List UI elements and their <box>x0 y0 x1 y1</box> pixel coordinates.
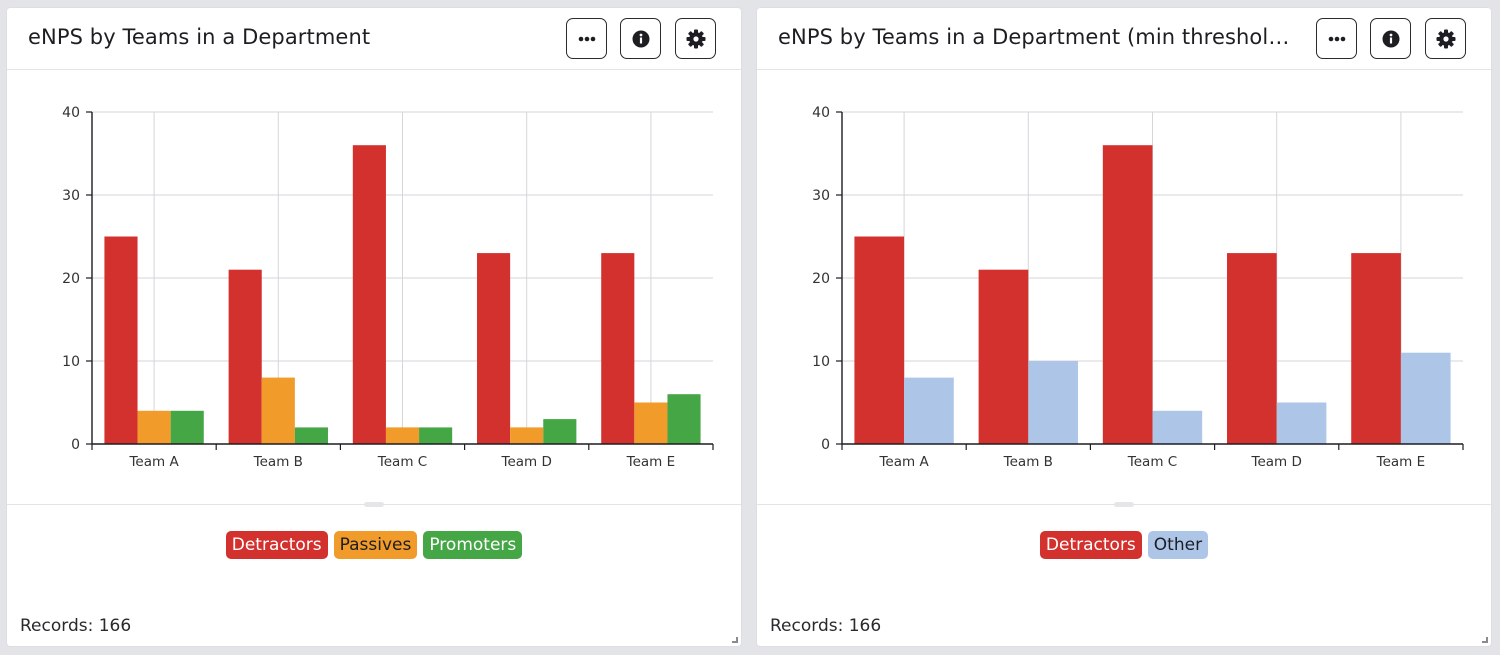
more-options-button[interactable] <box>1316 18 1357 59</box>
info-icon <box>1382 30 1400 48</box>
resize-handle[interactable] <box>364 502 384 507</box>
y-tick-label: 0 <box>821 437 830 453</box>
y-tick-label: 10 <box>62 354 80 370</box>
bar-detractors-team-c <box>352 145 386 444</box>
bar-other-team-b <box>1028 361 1078 444</box>
bar-detractors-team-d <box>1227 253 1277 444</box>
bar-passives-team-b <box>261 377 295 444</box>
legend-item-other[interactable]: Other <box>1147 531 1209 559</box>
chart-area: 0 10 20 30 40 Team A Team B Team C Team D Team E <box>757 70 1491 504</box>
x-tick-label: Team C <box>1127 454 1177 470</box>
y-tick-label: 30 <box>812 188 830 204</box>
legend-item-detractors[interactable]: Detractors <box>1039 531 1142 559</box>
bar-promoters-team-a <box>170 410 204 444</box>
bar-other-team-d <box>1276 402 1327 444</box>
bar-promoters-team-c <box>419 427 453 444</box>
x-tick-label: Team C <box>377 454 427 470</box>
bar-detractors-team-b <box>228 269 262 444</box>
x-tick-label: Team E <box>626 454 676 470</box>
x-tick-label: Team A <box>128 454 179 470</box>
chart-panel-right: eNPS by Teams in a Department (min thres… <box>757 8 1491 646</box>
more-icon <box>1328 36 1346 42</box>
bar-other-team-a <box>904 377 954 444</box>
info-button[interactable] <box>620 18 661 59</box>
y-tick-label: 40 <box>812 105 830 121</box>
bar-promoters-team-d <box>543 419 577 444</box>
y-tick-label: 20 <box>812 271 830 287</box>
bar-passives-team-d <box>510 427 544 444</box>
info-button[interactable] <box>1370 18 1411 59</box>
bar-chart-svg: 0 10 20 30 40 Team A Team B Team C Team D Team E <box>812 105 1464 470</box>
settings-button[interactable] <box>1425 18 1466 59</box>
x-tick-label: Team D <box>501 454 552 470</box>
records-count: Records: 166 <box>20 616 132 636</box>
info-icon <box>632 30 650 48</box>
bar-promoters-team-e <box>667 394 701 444</box>
x-tick-label: Team B <box>253 454 303 470</box>
chart-legend: Detractors Other <box>757 531 1491 559</box>
panel-header: eNPS by Teams in a Department (min thres… <box>757 8 1491 70</box>
bar-detractors-team-d <box>477 253 511 444</box>
legend-item-detractors[interactable]: Detractors <box>225 531 328 559</box>
x-tick-label: Team A <box>878 454 929 470</box>
bar-other-team-c <box>1152 410 1203 444</box>
y-tick-label: 0 <box>71 437 80 453</box>
more-options-button[interactable] <box>566 18 607 59</box>
y-tick-label: 40 <box>62 105 80 121</box>
bar-passives-team-a <box>137 410 171 444</box>
bar-detractors-team-e <box>601 253 635 444</box>
bar-promoters-team-b <box>294 427 328 444</box>
bar-passives-team-c <box>385 427 420 444</box>
bar-detractors-team-a <box>854 236 905 444</box>
bar-other-team-e <box>1400 352 1451 444</box>
settings-button[interactable] <box>675 18 716 59</box>
legend-item-passives[interactable]: Passives <box>333 531 418 559</box>
bar-detractors-team-b <box>978 269 1029 444</box>
resize-handle[interactable] <box>1114 502 1134 507</box>
gear-icon <box>1436 29 1456 49</box>
chart-panel-left: eNPS by Teams in a Department <box>7 8 741 646</box>
x-tick-label: Team E <box>1376 454 1426 470</box>
more-icon <box>578 36 596 42</box>
chart-legend: Detractors Passives Promoters <box>7 531 741 559</box>
y-tick-label: 20 <box>62 271 80 287</box>
panel-title: eNPS by Teams in a Department <box>28 25 371 49</box>
panel-title: eNPS by Teams in a Department (min thres… <box>778 25 1298 49</box>
bar-passives-team-e <box>634 402 668 444</box>
panel-resize-corner[interactable] <box>1482 637 1488 643</box>
bar-detractors-team-a <box>104 236 138 444</box>
bar-detractors-team-e <box>1351 253 1401 444</box>
chart-area: 0 10 20 30 40 Team A Team B Team C Team D Team E <box>7 70 741 504</box>
gear-icon <box>686 29 706 49</box>
y-tick-label: 30 <box>62 188 80 204</box>
bar-detractors-team-c <box>1102 145 1153 444</box>
panel-resize-corner[interactable] <box>732 637 738 643</box>
legend-item-promoters[interactable]: Promoters <box>423 531 523 559</box>
records-count: Records: 166 <box>770 616 882 636</box>
bar-chart-svg: 0 10 20 30 40 Team A Team B Team C Team D Team E <box>62 105 714 470</box>
x-tick-label: Team D <box>1251 454 1302 470</box>
panel-header: eNPS by Teams in a Department <box>7 8 741 70</box>
y-tick-label: 10 <box>812 354 830 370</box>
x-tick-label: Team B <box>1003 454 1053 470</box>
